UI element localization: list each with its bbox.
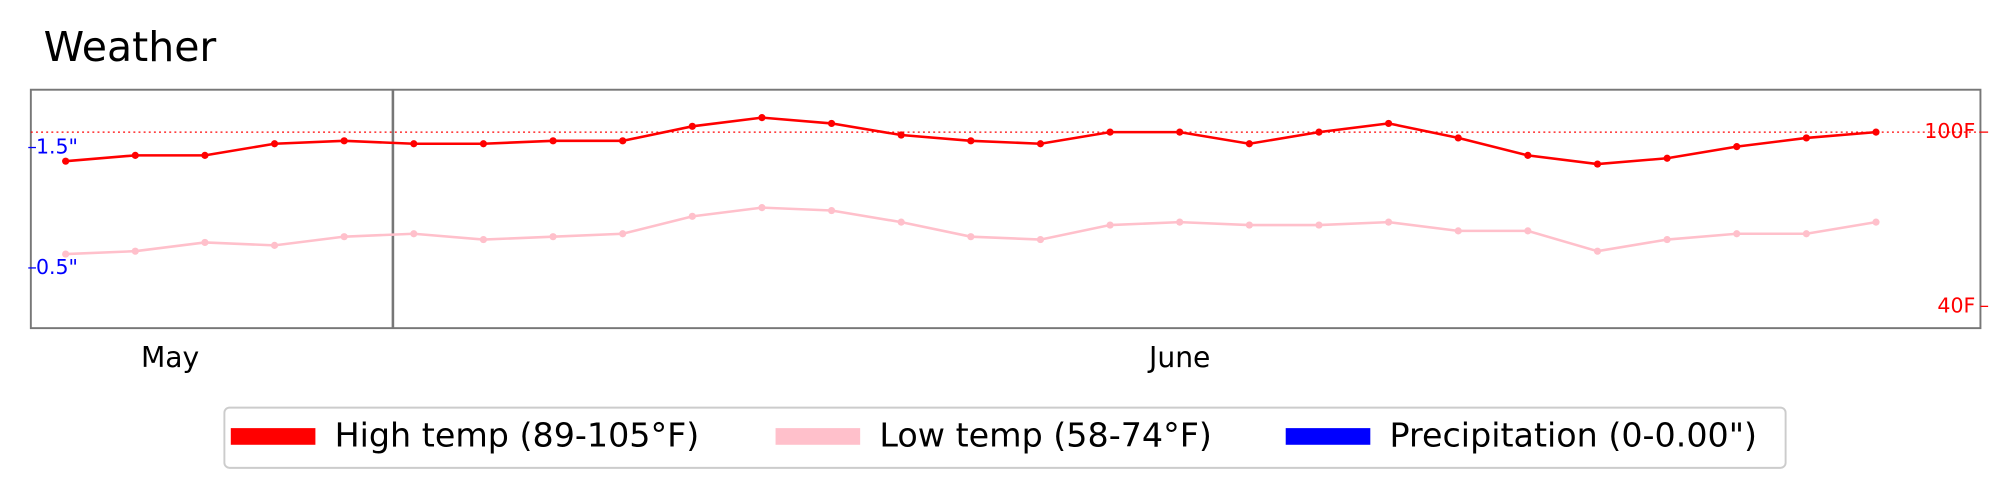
temp-point	[1802, 134, 1810, 142]
temp-point	[549, 233, 557, 241]
temp-point	[1106, 221, 1114, 229]
temp-point	[1872, 128, 1880, 136]
temp-point	[479, 140, 488, 148]
temp-point	[1315, 221, 1323, 229]
temp-point	[270, 140, 279, 148]
temp-point	[549, 137, 557, 145]
temp-point	[1106, 128, 1114, 136]
temp-point	[1315, 128, 1323, 136]
temp-point	[1593, 247, 1602, 255]
chart-title: Weather	[44, 23, 217, 71]
x-tick-label: June	[1147, 341, 1210, 374]
legend-label: Low temp (58-74°F)	[879, 416, 1212, 455]
y2-tick-label: 1.5"	[36, 135, 78, 159]
temp-point	[1733, 230, 1741, 238]
temp-point	[1385, 119, 1393, 127]
temp-point	[827, 119, 836, 127]
temp-point	[1036, 235, 1045, 244]
temp-point	[897, 218, 905, 226]
temp-point	[827, 206, 836, 215]
temp-point	[1245, 221, 1253, 229]
y-tick-label: 40F	[1937, 293, 1975, 317]
legend-swatch	[230, 428, 316, 445]
temp-point	[201, 151, 209, 159]
legend-label: High temp (89-105°F)	[335, 416, 700, 455]
temp-point	[1036, 140, 1045, 148]
temp-point	[62, 250, 70, 258]
temp-point	[410, 140, 418, 148]
temp-point	[1593, 160, 1602, 168]
temp-point	[967, 137, 975, 145]
temp-point	[897, 131, 905, 139]
temp-point	[619, 137, 627, 145]
temp-point	[688, 122, 696, 130]
temp-point	[758, 114, 766, 122]
legend-box	[223, 406, 1787, 469]
legend-swatch	[1285, 428, 1371, 445]
temp-point	[1454, 134, 1462, 142]
temp-point	[1245, 140, 1253, 148]
temp-point	[1524, 151, 1532, 159]
temp-point	[1176, 218, 1184, 226]
temp-point	[1663, 154, 1671, 162]
temp-point	[1733, 143, 1741, 151]
plot-frame	[29, 88, 1982, 330]
temp-point	[270, 241, 279, 249]
temp-point	[1872, 218, 1880, 226]
temp-point	[340, 233, 348, 241]
temp-point	[410, 230, 418, 238]
temp-point	[688, 212, 696, 220]
temp-point	[479, 235, 488, 244]
temp-point	[1385, 218, 1393, 226]
temp-point	[1454, 227, 1462, 235]
y-tick-label: 100F	[1924, 119, 1975, 143]
temp-point	[967, 233, 975, 241]
legend-swatch	[775, 428, 861, 445]
legend-label: Precipitation (0-0.00")	[1390, 416, 1758, 455]
temp-point	[131, 151, 139, 159]
temp-point	[62, 157, 70, 165]
temp-point	[619, 230, 627, 238]
temp-point	[201, 238, 209, 247]
temp-line	[65, 206, 1877, 256]
temp-point	[1802, 230, 1810, 238]
temp-point	[1663, 235, 1671, 244]
temp-point	[1176, 128, 1184, 136]
temp-point	[758, 204, 766, 212]
temp-point	[131, 247, 139, 255]
x-tick-label: May	[141, 341, 199, 374]
temp-point	[1524, 227, 1532, 235]
temp-point	[340, 137, 348, 145]
y2-tick-label: 0.5"	[36, 255, 78, 279]
